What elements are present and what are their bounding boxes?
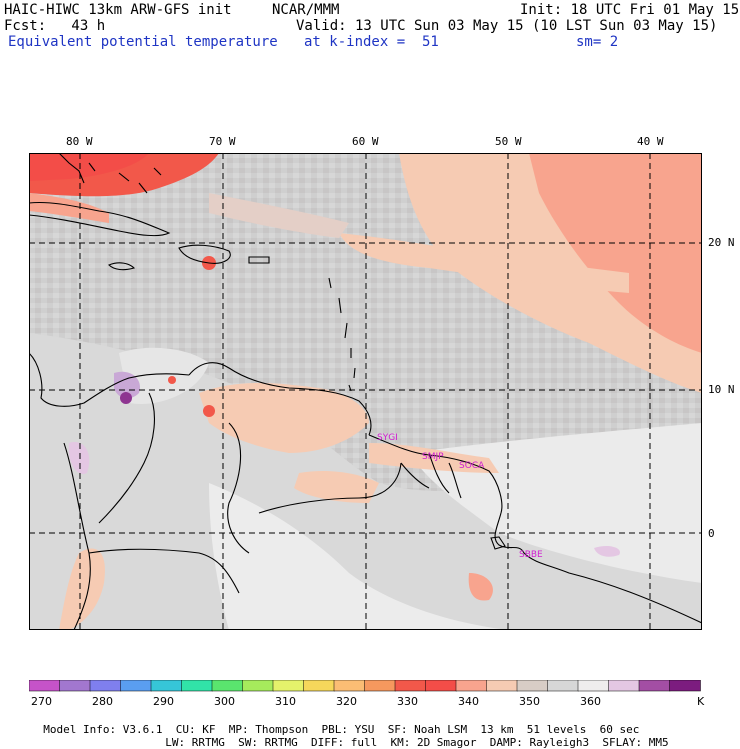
colorbar-swatch (394, 680, 427, 692)
colorbar-tick-label: 300 (214, 695, 235, 708)
colorbar-tick-label: 320 (336, 695, 357, 708)
colorbar-tick-label: 360 (580, 695, 601, 708)
forecast-hour: Fcst: 43 h (4, 18, 106, 34)
colorbar-tick-label: 340 (458, 695, 479, 708)
coastlines (29, 153, 702, 630)
lat-label-20n: 20 N (708, 236, 735, 249)
footer-model-info: Model Info: V3.6.1 CU: KF MP: Thompson P… (43, 723, 640, 736)
colorbar-swatch (425, 680, 457, 692)
colorbar-swatch (608, 680, 640, 692)
init-time: Init: 18 UTC Fri 01 May 15 (520, 2, 740, 18)
colorbar-swatch (638, 680, 671, 692)
lon-label-80w: 80 W (66, 135, 93, 148)
lon-label-50w: 50 W (495, 135, 522, 148)
colorbar-swatch (59, 680, 91, 692)
colorbar-swatch (486, 680, 518, 692)
colorbar-swatch (364, 680, 396, 692)
colorbar-swatch (455, 680, 488, 692)
colorbar-swatch (242, 680, 274, 692)
colorbar-tick-label: 280 (92, 695, 113, 708)
colorbar-swatch (669, 680, 701, 692)
station-label: SBBE (519, 550, 543, 560)
colorbar-tick-label: 350 (519, 695, 540, 708)
lon-label-40w: 40 W (637, 135, 664, 148)
lon-label-70w: 70 W (209, 135, 236, 148)
station-label: SOCA (459, 461, 485, 471)
lon-label-60w: 60 W (352, 135, 379, 148)
colorbar-tick-label: 270 (31, 695, 52, 708)
lat-label-10n: 10 N (708, 383, 735, 396)
station-label: SMJP (422, 452, 444, 462)
colorbar-swatch (303, 680, 335, 692)
colorbar-swatch (181, 680, 213, 692)
valid-time: Valid: 13 UTC Sun 03 May 15 (10 LST Sun … (296, 18, 718, 34)
colorbar-tick-label: 290 (153, 695, 174, 708)
colorbar: 270 280 290 300 310 320 330 340 350 360 K (29, 680, 705, 708)
colorbar-swatch (272, 680, 305, 692)
colorbar-swatch (333, 680, 366, 692)
colorbar-swatch (120, 680, 152, 692)
field-name: Equivalent potential temperature (8, 34, 278, 50)
colorbar-tick-label: 330 (397, 695, 418, 708)
station-label: SYGI (377, 433, 398, 443)
colorbar-unit: K (697, 695, 705, 708)
colorbar-tick-label: 310 (275, 695, 296, 708)
colorbar-swatch (516, 680, 549, 692)
colorbar-swatch (29, 680, 61, 692)
level-label: at k-index = 51 (304, 34, 439, 50)
smoothing-label: sm= 2 (576, 34, 619, 50)
colorbar-swatch (211, 680, 244, 692)
model-title: HAIC-HIWC 13km ARW-GFS init (4, 2, 232, 18)
colorbar-swatch (89, 680, 122, 692)
lat-label-0: 0 (708, 527, 715, 540)
lat-lon-grid (29, 153, 702, 630)
colorbar-swatch (577, 680, 610, 692)
organization-label: NCAR/MMM (272, 2, 340, 18)
equivalent-potential-temperature-map: SYGI SMJP SOCA SBBE (29, 153, 702, 630)
footer-physics-info: LW: RRTMG SW: RRTMG DIFF: full KM: 2D Sm… (165, 736, 669, 749)
colorbar-swatch (150, 680, 183, 692)
colorbar-swatch (547, 680, 579, 692)
